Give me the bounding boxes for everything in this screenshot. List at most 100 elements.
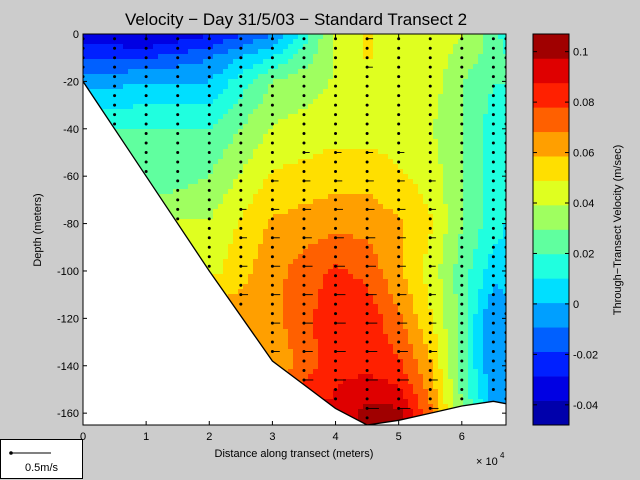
field-cell bbox=[288, 234, 294, 240]
field-cell bbox=[353, 389, 359, 395]
field-cell bbox=[308, 369, 314, 375]
field-cell bbox=[348, 124, 354, 130]
field-cell bbox=[358, 384, 364, 390]
field-cell bbox=[358, 209, 364, 215]
field-cell bbox=[178, 49, 184, 55]
field-cell bbox=[373, 319, 379, 325]
field-cell bbox=[198, 254, 204, 260]
field-cell bbox=[233, 174, 239, 180]
field-cell bbox=[188, 204, 194, 210]
field-cell bbox=[308, 184, 314, 190]
field-cell bbox=[318, 164, 324, 170]
field-cell bbox=[273, 234, 279, 240]
field-cell bbox=[213, 274, 219, 280]
field-cell bbox=[328, 184, 334, 190]
field-cell bbox=[328, 114, 334, 120]
field-cell bbox=[88, 79, 94, 85]
field-cell bbox=[363, 224, 369, 230]
field-cell bbox=[283, 319, 289, 325]
field-cell bbox=[258, 39, 264, 45]
field-cell bbox=[113, 94, 119, 100]
field-cell bbox=[248, 289, 254, 295]
field-cell bbox=[223, 259, 229, 265]
field-cell bbox=[98, 94, 104, 100]
field-cell bbox=[323, 204, 329, 210]
field-cell bbox=[153, 79, 159, 85]
field-cell bbox=[373, 124, 379, 130]
field-cell bbox=[128, 119, 134, 125]
field-cell bbox=[348, 249, 354, 255]
field-cell bbox=[168, 69, 174, 75]
field-cell bbox=[303, 304, 309, 310]
field-cell bbox=[323, 69, 329, 75]
field-cell bbox=[203, 189, 209, 195]
field-cell bbox=[268, 244, 274, 250]
field-cell bbox=[353, 209, 359, 215]
field-cell bbox=[188, 194, 194, 200]
field-cell bbox=[278, 324, 284, 330]
field-cell bbox=[213, 199, 219, 205]
field-cell bbox=[163, 189, 169, 195]
field-cell bbox=[123, 64, 129, 70]
field-cell bbox=[393, 254, 399, 260]
field-cell bbox=[168, 64, 174, 70]
field-cell bbox=[113, 49, 119, 55]
field-cell bbox=[358, 174, 364, 180]
field-cell bbox=[283, 249, 289, 255]
field-cell bbox=[133, 84, 139, 90]
field-cell bbox=[353, 159, 359, 165]
field-cell bbox=[388, 294, 394, 300]
field-cell bbox=[363, 134, 369, 140]
field-cell bbox=[378, 99, 384, 105]
field-cell bbox=[153, 59, 159, 65]
field-cell bbox=[158, 99, 164, 105]
field-cell bbox=[373, 59, 379, 65]
field-cell bbox=[123, 34, 129, 40]
field-cell bbox=[393, 264, 399, 270]
field-cell bbox=[358, 124, 364, 130]
field-cell bbox=[343, 349, 349, 355]
field-cell bbox=[328, 59, 334, 65]
field-cell bbox=[278, 234, 284, 240]
field-cell bbox=[308, 89, 314, 95]
field-cell bbox=[143, 99, 149, 105]
field-cell bbox=[293, 174, 299, 180]
field-cell bbox=[353, 379, 359, 385]
field-cell bbox=[368, 414, 374, 420]
field-cell bbox=[323, 169, 329, 175]
field-cell bbox=[358, 179, 364, 185]
field-cell bbox=[338, 259, 344, 265]
field-cell bbox=[163, 109, 169, 115]
field-cell bbox=[293, 189, 299, 195]
field-cell bbox=[253, 89, 259, 95]
field-cell bbox=[173, 119, 179, 125]
field-cell bbox=[168, 209, 174, 215]
field-cell bbox=[223, 244, 229, 250]
field-cell bbox=[373, 189, 379, 195]
field-cell bbox=[368, 409, 374, 415]
field-cell bbox=[293, 74, 299, 80]
field-cell bbox=[278, 334, 284, 340]
field-cell bbox=[223, 249, 229, 255]
field-cell bbox=[353, 259, 359, 265]
field-cell bbox=[363, 139, 369, 145]
field-cell bbox=[258, 314, 264, 320]
field-cell bbox=[223, 239, 229, 245]
field-cell bbox=[223, 49, 229, 55]
field-cell bbox=[233, 244, 239, 250]
field-cell bbox=[243, 94, 249, 100]
field-cell bbox=[233, 79, 239, 85]
field-cell bbox=[178, 199, 184, 205]
field-cell bbox=[338, 94, 344, 100]
field-cell bbox=[368, 79, 374, 85]
field-cell bbox=[198, 89, 204, 95]
field-cell bbox=[193, 209, 199, 215]
field-cell bbox=[213, 44, 219, 50]
field-cell bbox=[388, 359, 394, 365]
field-cell bbox=[338, 104, 344, 110]
field-cell bbox=[283, 144, 289, 150]
field-cell bbox=[188, 134, 194, 140]
field-cell bbox=[123, 74, 129, 80]
field-cell bbox=[283, 329, 289, 335]
field-cell bbox=[298, 344, 304, 350]
